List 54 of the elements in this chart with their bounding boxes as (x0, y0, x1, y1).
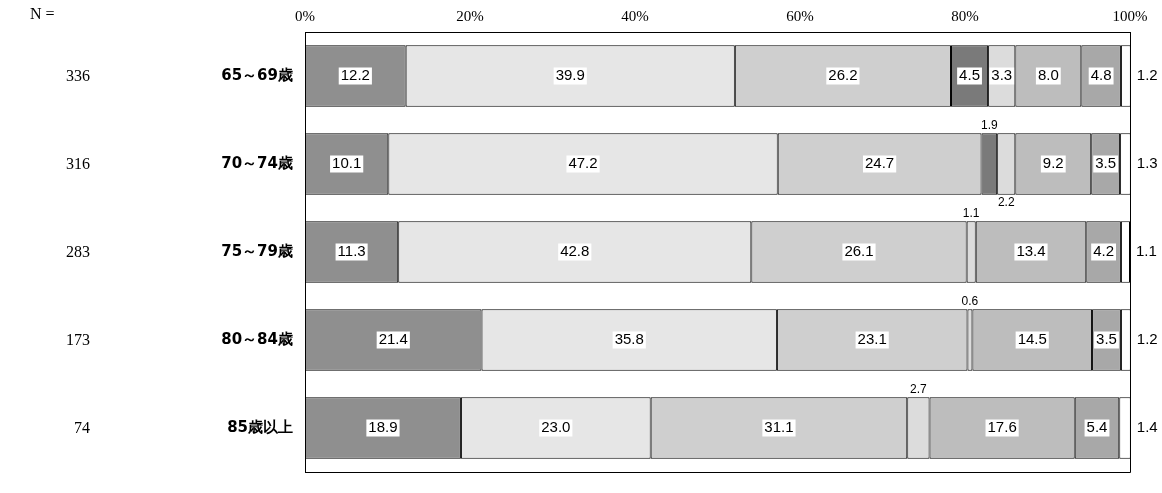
data-label: 1.2 (1136, 330, 1158, 348)
data-label: 8.0 (1037, 66, 1059, 84)
data-label: 4.8 (1090, 66, 1112, 84)
y-tick-label: 85歳以上 (227, 417, 293, 436)
x-tick-label: 40% (621, 7, 649, 24)
y-tick-label: 70～74歳 (221, 153, 293, 172)
data-label: 3.5 (1095, 154, 1117, 172)
data-label: 9.2 (1042, 154, 1064, 172)
text: N = (30, 5, 55, 23)
data-label: 1.4 (1136, 418, 1158, 436)
data-label: 1.1 (1136, 242, 1157, 260)
y-tick-label: 75～79歳 (221, 241, 293, 260)
text: 283 (66, 243, 90, 261)
data-label: 1.9 (980, 117, 998, 132)
data-label: 42.8 (560, 242, 590, 260)
data-label: 12.2 (340, 66, 370, 84)
data-label: 18.9 (368, 418, 398, 436)
data-label: 14.5 (1017, 330, 1047, 348)
data-label: 3.3 (991, 66, 1013, 84)
data-label: 10.1 (332, 154, 362, 172)
data-label: 13.4 (1016, 242, 1046, 260)
data-label: 26.1 (844, 242, 874, 260)
y-tick-label: 65～69歳 (221, 65, 293, 84)
data-label: 24.7 (865, 154, 895, 172)
data-label: 11.3 (337, 242, 366, 260)
text: 173 (66, 331, 90, 349)
data-label: 4.5 (959, 66, 980, 84)
data-label: 1.2 (1136, 66, 1158, 84)
data-label: 21.4 (378, 330, 408, 348)
x-tick-label: 60% (786, 7, 814, 24)
data-label: 1.1 (962, 205, 980, 220)
data-label: 23.1 (857, 330, 887, 348)
text: 74 (74, 419, 90, 437)
y-tick-label: 80～84歳 (221, 329, 293, 348)
data-label: 47.2 (568, 154, 598, 172)
text: 316 (66, 155, 90, 173)
x-tick-label: 0% (295, 7, 315, 24)
data-label: 26.2 (828, 66, 858, 84)
data-label: 2.2 (997, 195, 1015, 210)
data-label: 3.5 (1096, 330, 1117, 348)
data-label: 39.9 (555, 66, 585, 84)
data-label: 1.3 (1136, 154, 1158, 172)
x-tick-label: 100% (1112, 7, 1148, 24)
data-label: 5.4 (1086, 418, 1108, 436)
x-tick-label: 80% (951, 7, 979, 24)
data-label: 23.0 (541, 418, 571, 436)
data-label: 35.8 (614, 330, 644, 348)
data-label: 4.2 (1093, 242, 1115, 260)
data-label: 31.1 (764, 418, 794, 436)
x-tick-label: 20% (456, 7, 484, 24)
data-label: 17.6 (987, 418, 1017, 436)
text: 336 (66, 67, 90, 85)
data-label: 2.7 (910, 381, 928, 396)
data-label: 0.6 (961, 293, 979, 308)
